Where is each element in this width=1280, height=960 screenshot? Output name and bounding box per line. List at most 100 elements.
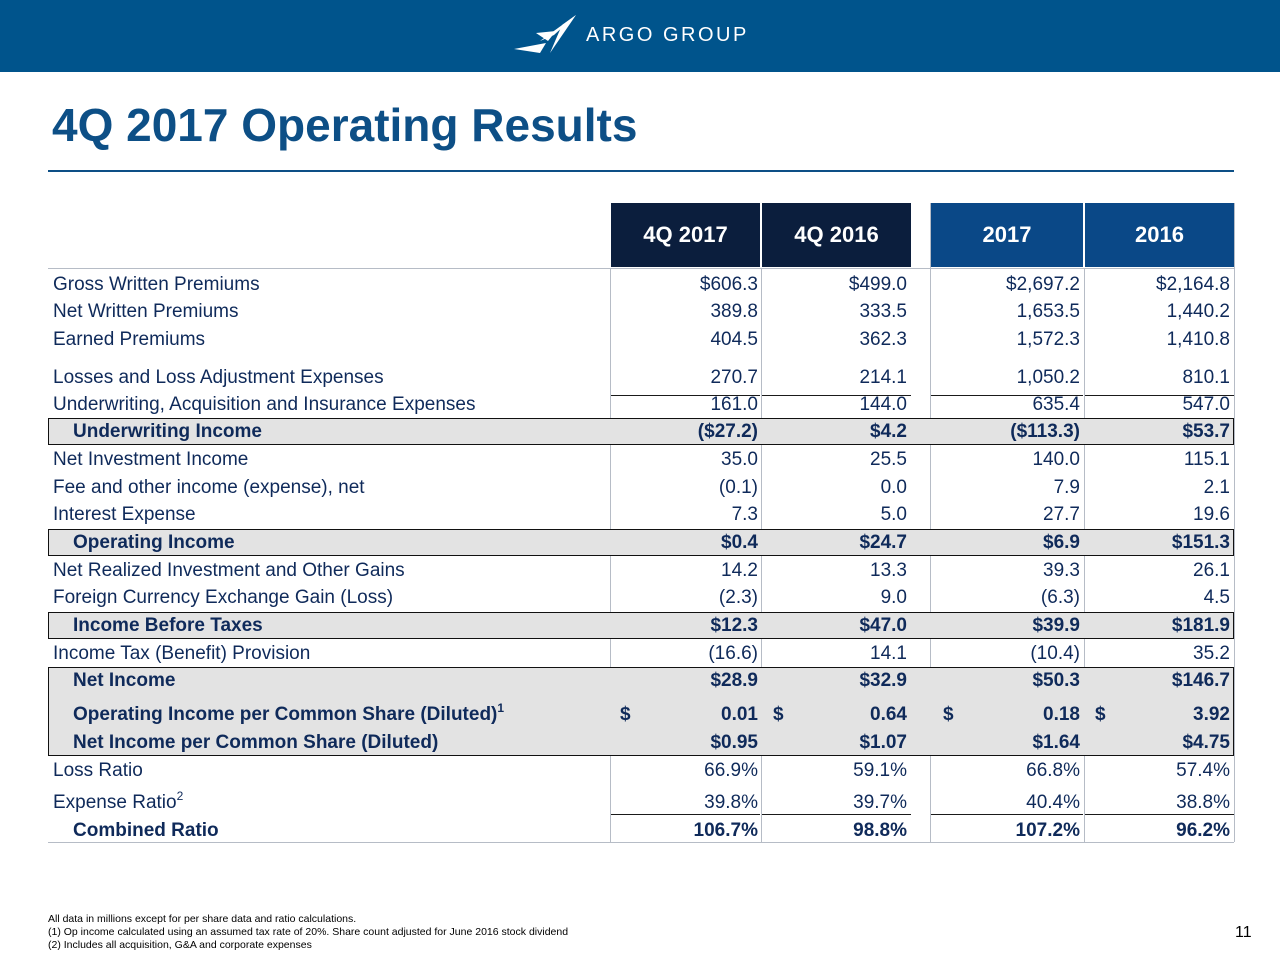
highlight-band-pretax: [48, 612, 1234, 639]
cell-value-4q2016: 14.1: [870, 643, 907, 664]
cell-value-4q2016: 5.0: [880, 504, 907, 525]
cell-value-fy2016: $2,164.8: [1156, 274, 1230, 295]
table-bottom-rule: [48, 842, 1234, 843]
cell-value-fy2017: 1,572.3: [1016, 329, 1080, 350]
row-label-text: Combined Ratio: [73, 820, 219, 841]
cell-value-fy2017: 0.18: [1043, 704, 1080, 725]
subtotal-rule: [931, 395, 1083, 396]
subtotal-rule: [762, 395, 911, 396]
cell-value-fy2016: 4.5: [1203, 587, 1230, 608]
row-label-text: Gross Written Premiums: [53, 274, 260, 295]
page-title: 4Q 2017 Operating Results: [52, 99, 638, 151]
cell-value-4q2016: 39.7%: [853, 792, 907, 813]
row-label: Operating Income per Common Share (Dilut…: [73, 701, 504, 728]
cell-value-fy2016: 3.92: [1193, 704, 1230, 725]
row-label: Gross Written Premiums: [53, 271, 260, 298]
column-header-2017: 2017: [931, 203, 1083, 267]
row-label: Interest Expense: [53, 501, 196, 528]
footnote-2: (2) Includes all acquisition, G&A and co…: [48, 939, 312, 951]
row-label-text: Operating Income: [73, 532, 235, 553]
cell-value-4q2016: 214.1: [859, 367, 907, 388]
brand-name: ARGO GROUP: [586, 23, 749, 46]
row-label-text: Expense Ratio: [53, 792, 177, 813]
argo-sail-icon: [514, 15, 576, 53]
row-label-text: Underwriting, Acquisition and Insurance …: [53, 394, 476, 415]
cell-value-4q2017: 404.5: [710, 329, 758, 350]
title-divider: [48, 170, 1234, 172]
cell-value-4q2017: (0.1): [718, 477, 758, 498]
cell-value-4q2016: 0.64: [870, 704, 907, 725]
table-row: Expense Ratio2 39.8% 39.7% 40.4% 38.8%: [48, 789, 1234, 816]
cell-value-fy2016: $146.7: [1171, 670, 1230, 691]
cell-value-fy2017: 1,050.2: [1016, 367, 1080, 388]
cell-value-fy2016: $181.9: [1171, 615, 1230, 636]
row-label: Loss Ratio: [53, 757, 143, 784]
cell-value-fy2016: $4.75: [1182, 732, 1230, 753]
highlight-band-underwriting: [48, 418, 1234, 445]
row-label: Net Income per Common Share (Diluted): [73, 729, 438, 756]
cell-value-fy2016: 26.1: [1193, 560, 1230, 581]
cell-value-fy2016: 115.1: [1183, 449, 1230, 470]
cell-value-fy2016: 96.2%: [1176, 820, 1230, 841]
currency-symbol: $: [1095, 704, 1106, 725]
cell-value-fy2016: 1,440.2: [1166, 301, 1230, 322]
cell-value-fy2017: 1,653.5: [1016, 301, 1080, 322]
brand-logo: ARGO GROUP: [510, 10, 749, 60]
row-label: Operating Income: [73, 529, 235, 556]
row-label: Underwriting, Acquisition and Insurance …: [53, 391, 475, 418]
row-label: Earned Premiums: [53, 326, 205, 353]
footnote-marker: 1: [497, 701, 505, 715]
cell-value-4q2016: $47.0: [859, 615, 907, 636]
table-row: Net Investment Income 35.0 25.5 140.0 115.1: [48, 446, 1234, 473]
row-label-text: Fee and other income (expense), net: [53, 477, 365, 498]
column-header-4q-2017: 4Q 2017: [611, 203, 760, 267]
currency-symbol: $: [620, 704, 631, 725]
table-row: Underwriting Income ($27.2) $4.2 ($113.3) $5…: [48, 418, 1234, 445]
cell-value-fy2017: 7.9: [1053, 477, 1080, 498]
table-row: Gross Written Premiums $606.3 $499.0 $2,697…: [48, 271, 1234, 298]
highlight-band-per-share: [48, 667, 1234, 756]
table-row: Interest Expense 7.3 5.0 27.7 19.6: [48, 501, 1234, 528]
cell-value-fy2017: 635.4: [1032, 394, 1080, 415]
cell-value-fy2017: $1.64: [1032, 732, 1080, 753]
cell-value-4q2017: 14.2: [721, 560, 758, 581]
cell-value-4q2016: 59.1%: [853, 760, 907, 781]
cell-value-fy2017: 27.7: [1043, 504, 1080, 525]
row-label-text: Income Tax (Benefit) Provision: [53, 643, 311, 664]
row-label-text: Net Income: [73, 670, 176, 691]
row-label-text: Net Income per Common Share (Diluted): [73, 732, 439, 753]
cell-value-4q2017: $0.95: [710, 732, 758, 753]
table-row: Fee and other income (expense), net (0.1)…: [48, 474, 1234, 501]
cell-value-4q2017: 35.0: [721, 449, 758, 470]
row-label-text: Foreign Currency Exchange Gain (Loss): [53, 587, 394, 608]
cell-value-fy2016: 2.1: [1203, 477, 1230, 498]
row-label-text: Underwriting Income: [73, 421, 262, 442]
table-row: Operating Income per Common Share (Dilut…: [48, 701, 1234, 728]
row-label: Fee and other income (expense), net: [53, 474, 365, 501]
cell-value-4q2017: 0.01: [721, 704, 758, 725]
cell-value-4q2017: 7.3: [731, 504, 758, 525]
row-label: Income Tax (Benefit) Provision: [53, 640, 310, 667]
cell-value-4q2016: 362.3: [859, 329, 907, 350]
cell-value-4q2016: $499.0: [848, 274, 907, 295]
table-row: Foreign Currency Exchange Gain (Loss) (2.…: [48, 584, 1234, 611]
table-row: Income Tax (Benefit) Provision (16.6) 14.1…: [48, 640, 1234, 667]
cell-value-fy2016: 547.0: [1182, 394, 1230, 415]
row-label: Foreign Currency Exchange Gain (Loss): [53, 584, 393, 611]
row-label: Combined Ratio: [73, 817, 219, 844]
row-label: Losses and Loss Adjustment Expenses: [53, 364, 384, 391]
cell-value-4q2016: 98.8%: [853, 820, 907, 841]
cell-value-fy2017: (10.4): [1030, 643, 1080, 664]
cell-value-fy2016: 57.4%: [1176, 760, 1230, 781]
table-row: Underwriting, Acquisition and Insurance …: [48, 391, 1234, 418]
cell-value-4q2017: 161.0: [710, 394, 758, 415]
table-row: Combined Ratio 106.7% 98.8% 107.2% 96.2%: [48, 817, 1234, 844]
table-row: Losses and Loss Adjustment Expenses 270.7…: [48, 364, 1234, 391]
cell-value-4q2016: 144.0: [859, 394, 907, 415]
cell-value-fy2016: $151.3: [1171, 532, 1230, 553]
row-label-text: Net Realized Investment and Other Gains: [53, 560, 405, 581]
subtotal-rule: [1085, 395, 1234, 396]
table-row: Income Before Taxes $12.3 $47.0 $39.9 $181.9: [48, 612, 1234, 639]
cell-value-fy2016: 19.6: [1193, 504, 1230, 525]
table-row: Earned Premiums 404.5 362.3 1,572.3 1,410.8: [48, 326, 1234, 353]
